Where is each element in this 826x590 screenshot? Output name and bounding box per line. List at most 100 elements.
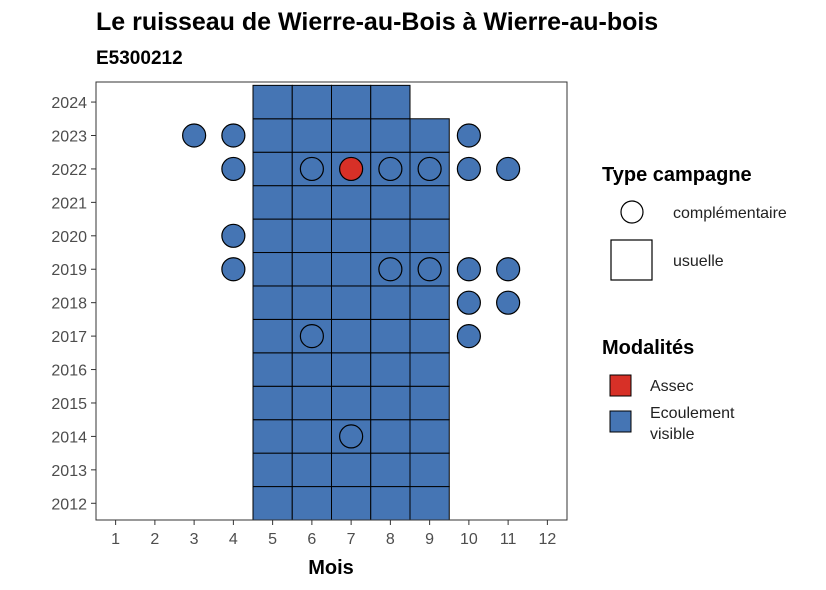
- tile-2015-5: [252, 385, 293, 421]
- point-2020-4: [221, 223, 246, 248]
- tile-2023-7: [331, 118, 372, 153]
- tile-2017-9: [409, 318, 450, 354]
- y-tick-label-2012: 2012: [51, 496, 87, 513]
- tile-2012-8: [370, 486, 411, 521]
- y-axis: 2012 2013 2014 2015 2016 2017 2018 2019 2020 2021…: [51, 95, 96, 513]
- tile-2024-7: [331, 84, 372, 120]
- legend-label-assec: Assec: [650, 378, 694, 395]
- tile-2022-5: [252, 151, 293, 187]
- y-tick-label-2021: 2021: [51, 195, 87, 212]
- tile-2015-6: [291, 385, 332, 421]
- tile-2019-6: [291, 252, 332, 287]
- x-tick-label-4: 4: [229, 531, 238, 548]
- x-tick-label-7: 7: [347, 531, 356, 548]
- legend-label-ecoulement-line2: visible: [650, 426, 695, 443]
- tile-2014-5: [252, 419, 293, 454]
- legend-title-modalites: Modalités: [602, 337, 694, 359]
- tile-2013-8: [370, 452, 411, 488]
- point-2019-4: [221, 257, 246, 282]
- point-2017-10: [456, 324, 481, 349]
- tile-2018-5: [252, 285, 293, 320]
- legend-key-ecoulement: [609, 410, 632, 433]
- tile-2012-7: [331, 486, 372, 521]
- point-2023-10: [456, 123, 481, 148]
- point-2022-9: [417, 156, 442, 182]
- x-tick-label-11: 11: [500, 531, 517, 548]
- legend-key-assec: [609, 374, 632, 397]
- x-axis: 1 2 3 4 5 6 7 8 9 10 11 12: [111, 520, 556, 548]
- y-tick-label-2023: 2023: [51, 128, 87, 145]
- point-2022-4: [221, 156, 246, 182]
- y-tick-label-2013: 2013: [51, 463, 87, 480]
- tile-2024-8: [370, 84, 411, 120]
- tile-2020-9: [409, 218, 450, 254]
- tile-2018-8: [370, 285, 411, 320]
- tile-2023-6: [291, 118, 332, 153]
- tile-2015-7: [331, 385, 372, 421]
- point-2023-3: [182, 123, 207, 148]
- tile-2017-8: [370, 318, 411, 354]
- point-2017-6: [299, 324, 324, 349]
- x-tick-label-9: 9: [425, 531, 434, 548]
- tile-2016-7: [331, 352, 372, 387]
- legend-label-complementaire: complémentaire: [673, 205, 787, 222]
- tile-2020-7: [331, 218, 372, 254]
- point-2022-8: [378, 156, 403, 182]
- point-2022-7: [339, 156, 364, 182]
- chart-subtitle: E5300212: [96, 48, 183, 69]
- tile-2016-9: [409, 352, 450, 387]
- x-tick-label-3: 3: [190, 531, 199, 548]
- tile-2023-8: [370, 118, 411, 153]
- legend-label-ecoulement-line1: Ecoulement: [650, 405, 735, 422]
- tile-2021-9: [409, 185, 450, 220]
- complementaire-points: [182, 123, 521, 449]
- tile-2018-7: [331, 285, 372, 320]
- legend-label-usuelle: usuelle: [673, 253, 724, 270]
- x-tick-label-12: 12: [538, 531, 556, 548]
- point-2019-8: [378, 257, 403, 282]
- x-tick-label-10: 10: [460, 531, 478, 548]
- point-2022-10: [456, 156, 481, 182]
- tile-2023-9: [409, 118, 450, 153]
- tile-2018-9: [409, 285, 450, 320]
- legend-key-square: [610, 239, 653, 281]
- tile-2019-5: [252, 252, 293, 287]
- usuelle-tiles: [252, 84, 450, 521]
- tile-2015-9: [409, 385, 450, 421]
- tile-2018-6: [291, 285, 332, 320]
- x-axis-title: Mois: [308, 557, 354, 579]
- tile-2013-5: [252, 452, 293, 488]
- tile-2024-6: [291, 84, 332, 120]
- tile-2012-5: [252, 486, 293, 521]
- y-tick-label-2022: 2022: [51, 162, 87, 179]
- point-2023-4: [221, 123, 246, 148]
- tile-2017-7: [331, 318, 372, 354]
- tile-2020-8: [370, 218, 411, 254]
- tile-2013-6: [291, 452, 332, 488]
- tile-2024-5: [252, 84, 293, 120]
- plot-area: [95, 81, 568, 521]
- tile-2012-9: [409, 486, 450, 521]
- point-2022-11: [496, 156, 521, 182]
- tile-2016-8: [370, 352, 411, 387]
- point-2019-10: [456, 257, 481, 282]
- legend: Type campagne complémentaire usuelle Mod…: [602, 164, 787, 443]
- tile-2019-7: [331, 252, 372, 287]
- tile-2016-5: [252, 352, 293, 387]
- point-2018-11: [496, 290, 521, 315]
- legend-key-circle: [620, 200, 644, 224]
- y-tick-label-2015: 2015: [51, 396, 87, 413]
- y-tick-label-2014: 2014: [51, 429, 87, 446]
- x-tick-label-1: 1: [111, 531, 120, 548]
- point-2018-10: [456, 290, 481, 315]
- x-tick-label-5: 5: [268, 531, 277, 548]
- tile-2021-7: [331, 185, 372, 220]
- tile-2013-9: [409, 452, 450, 488]
- tile-2020-5: [252, 218, 293, 254]
- tile-2021-8: [370, 185, 411, 220]
- y-tick-label-2020: 2020: [51, 229, 87, 246]
- y-tick-label-2017: 2017: [51, 329, 87, 346]
- tile-2023-5: [252, 118, 293, 153]
- x-tick-label-2: 2: [150, 531, 159, 548]
